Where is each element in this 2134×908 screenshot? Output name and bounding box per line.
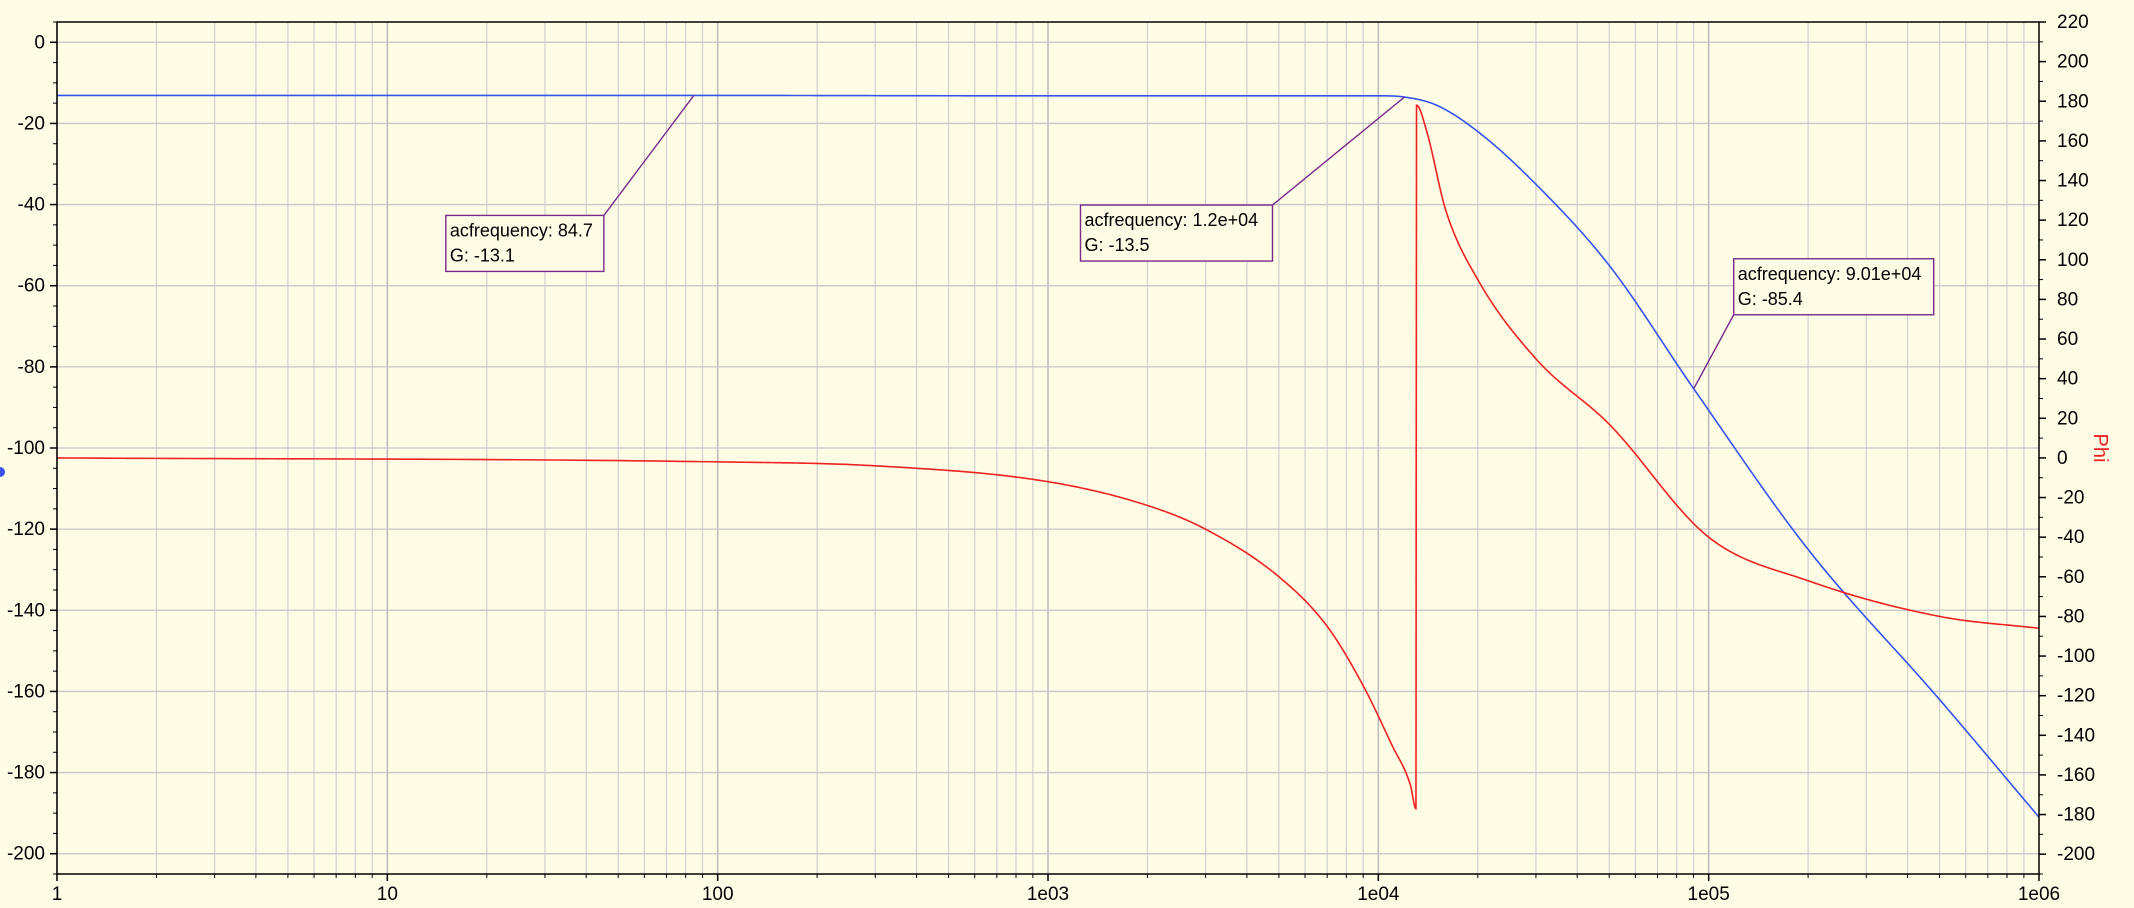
y-right-axis-label: Phi	[2089, 434, 2111, 463]
series-line-Phi	[56, 104, 2040, 810]
y-right-tick-label: 80	[2057, 289, 2078, 310]
annotation-text: G: -13.5	[1084, 235, 1149, 255]
annotation-text: acfrequency: 84.7	[450, 220, 593, 240]
axes: 1 10 100 1e03 1e04 1e05 1e06 0 -20 -40 -60 -80 -100 -…	[0, 12, 2111, 905]
y-left-tick-label: -80	[18, 357, 45, 378]
annotation-box	[445, 214, 605, 273]
y-left-tick-label: -20	[18, 113, 45, 134]
y-left-tick-label: -120	[7, 519, 45, 540]
y-left-tick-label: -40	[18, 195, 45, 216]
y-right-tick-label: 20	[2057, 408, 2078, 429]
y-left-tick-label: -100	[7, 438, 45, 459]
annotation-text: G: -85.4	[1738, 289, 1803, 309]
y-left-tick-label: 0	[34, 32, 45, 53]
y-right-tick-label: -140	[2057, 725, 2095, 746]
annotation-text: G: -13.1	[450, 245, 515, 265]
y-right-tick-label: -60	[2057, 567, 2084, 588]
series-line-G	[57, 94, 2040, 818]
y-left-tick-label: -140	[7, 600, 45, 621]
x-tick-label: 1e03	[1027, 884, 1069, 905]
y-right-tick-label: -40	[2057, 527, 2084, 548]
series-layer	[56, 94, 2040, 818]
y-right-tick-label: 160	[2057, 131, 2089, 152]
y-left-tick-label: -60	[18, 276, 45, 297]
x-tick-label: 100	[702, 884, 734, 905]
y-right-tick-label: -20	[2057, 488, 2084, 509]
y-right-tick-label: 60	[2057, 329, 2078, 350]
y-right-tick-label: 140	[2057, 171, 2089, 192]
annotation-text: acfrequency: 1.2e+04	[1084, 210, 1258, 230]
y-right-tick-label: -100	[2057, 646, 2095, 667]
y-right-tick-label: 120	[2057, 210, 2089, 231]
annotation-leader	[603, 95, 695, 216]
y-right-tick-label: 100	[2057, 250, 2089, 271]
annotation-text: acfrequency: 9.01e+04	[1738, 264, 1922, 284]
grid	[56, 22, 2039, 874]
y-left-axis-marker	[0, 467, 5, 477]
y-right-tick-label: -160	[2057, 765, 2095, 786]
annotation-box	[1079, 204, 1274, 262]
y-right-tick-label: 220	[2057, 12, 2089, 33]
x-tick-label: 1e05	[1688, 884, 1730, 905]
y-right-tick-label: 0	[2057, 448, 2068, 469]
y-right-tick-label: 200	[2057, 52, 2089, 73]
x-tick-label: 1e04	[1357, 884, 1400, 905]
y-right-tick-label: 40	[2057, 369, 2078, 390]
y-left-tick-label: -180	[7, 763, 45, 784]
y-left-tick-label: -160	[7, 681, 45, 702]
y-right-tick-label: 180	[2057, 91, 2089, 112]
annotations-layer: acfrequency: 84.7 G: -13.1 acfrequency: 1.…	[445, 95, 1935, 390]
y-right-tick-label: -80	[2057, 606, 2084, 627]
y-right-tick-label: -180	[2057, 805, 2095, 826]
annotation-leader	[1693, 314, 1735, 390]
annotation-box	[1733, 258, 1935, 316]
y-left-tick-label: -200	[7, 844, 45, 865]
y-right-tick-label: -200	[2057, 844, 2095, 865]
x-tick-label: 1	[52, 884, 63, 905]
x-tick-label: 1e06	[2018, 884, 2060, 905]
x-tick-label: 10	[377, 884, 398, 905]
annotation-leader	[1272, 96, 1405, 206]
y-right-tick-label: -120	[2057, 686, 2095, 707]
